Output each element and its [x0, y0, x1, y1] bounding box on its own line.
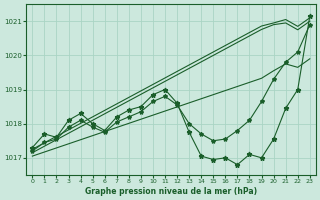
- X-axis label: Graphe pression niveau de la mer (hPa): Graphe pression niveau de la mer (hPa): [85, 187, 257, 196]
